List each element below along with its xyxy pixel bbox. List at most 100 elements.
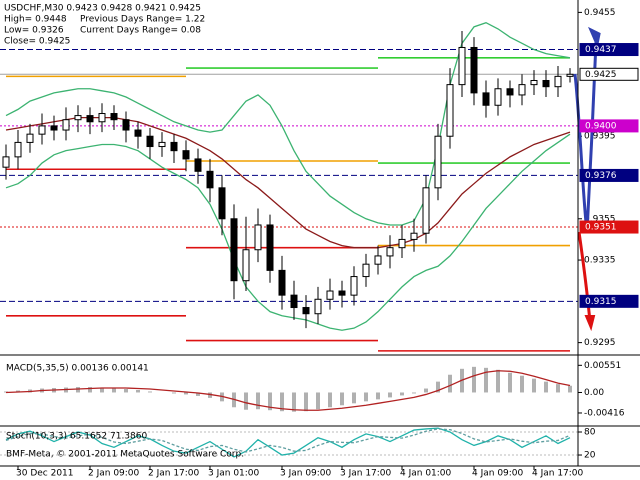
- candle-body: [386, 247, 394, 257]
- candle-body: [218, 187, 226, 220]
- y-tick-label: 0.9395: [584, 132, 616, 142]
- candle-body: [374, 255, 382, 265]
- y-tick-label: 0.9455: [584, 8, 616, 18]
- x-tick-label: 3 Jan 01:00: [208, 469, 260, 479]
- level-label: 0.9351: [585, 223, 617, 233]
- arrowhead: [584, 315, 596, 332]
- level-label-box: [579, 43, 639, 57]
- macd-bar: [412, 392, 416, 394]
- y-tick-label: 0.9295: [584, 338, 616, 348]
- macd-bar: [112, 388, 116, 393]
- candle-body: [110, 113, 118, 121]
- level-label: 0.9400: [585, 121, 617, 131]
- level-label-box: [579, 168, 639, 182]
- y-tick-label: 0.00551: [584, 361, 621, 371]
- candle-body: [398, 238, 406, 249]
- candle-body: [170, 141, 178, 152]
- stoch-main: [5, 427, 571, 458]
- y-tick-label: 20: [584, 451, 596, 461]
- macd-bar: [172, 392, 176, 394]
- candle-body: [446, 84, 454, 137]
- macd-bar: [352, 392, 356, 404]
- y-tick-label: 0.9355: [584, 214, 616, 224]
- level-label: 0.9437: [585, 45, 617, 55]
- x-tick-label: 3 Jan 17:00: [340, 469, 392, 479]
- candle-body: [362, 263, 370, 278]
- macd-bar: [124, 389, 128, 393]
- candle-body: [98, 113, 106, 123]
- candle-body: [302, 307, 310, 315]
- arrowhead: [588, 26, 601, 50]
- y-tick-label: 80: [584, 427, 596, 437]
- candle-body: [290, 294, 298, 309]
- macd-bar: [196, 392, 200, 396]
- candle-body: [194, 158, 202, 172]
- candle-body: [266, 224, 274, 271]
- macd-bar: [388, 392, 392, 398]
- candle-body: [326, 290, 334, 300]
- macd-bar: [376, 392, 380, 400]
- candle-body: [158, 141, 166, 148]
- x-tick-label: 3 Jan 09:00: [280, 469, 332, 479]
- y-tick-label: -0.00416: [584, 408, 625, 418]
- macd-bar: [448, 374, 452, 393]
- level-label: 0.9376: [585, 171, 617, 181]
- info-text: Current Days Range= 0.08: [80, 26, 201, 36]
- candle-body: [14, 141, 22, 158]
- candle-body: [554, 75, 562, 88]
- info-text: Previous Days Range= 1.22: [80, 15, 205, 25]
- macd-bar: [400, 392, 404, 396]
- macd-bar: [484, 367, 488, 393]
- candle-body: [50, 125, 58, 131]
- macd-bar: [304, 392, 308, 412]
- macd-bar: [148, 391, 152, 393]
- indicator-line: [5, 133, 571, 331]
- candle-body: [254, 224, 262, 251]
- macd-bar: [424, 388, 428, 393]
- stoch-title: Stoch(10,3,3) 65.1652 71.3860: [6, 432, 147, 442]
- macd-bar: [76, 387, 80, 393]
- candle-body: [242, 249, 250, 282]
- candle-body: [530, 79, 538, 86]
- macd-bar: [292, 392, 296, 412]
- candle-body: [86, 115, 94, 123]
- chart-title: USDCHF,M30 0.9423 0.9428 0.9421 0.9425: [4, 4, 201, 14]
- stoch-signal: [5, 428, 571, 453]
- macd-bar: [472, 366, 476, 393]
- plot-layer: 0.9455 0.9395 0.9355 0.9335 0.9295 0.00551 0.0…: [0, 8, 625, 461]
- candle-body: [470, 46, 478, 94]
- x-tick-label: 4 Jan 17:00: [532, 469, 584, 479]
- candle-body: [38, 125, 46, 135]
- macd-bar: [556, 384, 560, 393]
- candle-body: [494, 88, 502, 106]
- level-label-box: [579, 220, 639, 234]
- candle-body: [410, 232, 418, 240]
- macd-bar: [184, 392, 188, 395]
- candle-body: [62, 119, 70, 131]
- macd-bar: [244, 392, 248, 410]
- info-text: High= 0.9448: [4, 15, 67, 25]
- candle-body: [146, 135, 154, 148]
- candle-body: [506, 88, 514, 96]
- x-tick-label: 2 Jan 09:00: [88, 469, 140, 479]
- candle-body: [278, 269, 286, 296]
- forecast-down-arrow: [577, 231, 592, 323]
- candle-body: [518, 84, 526, 96]
- info-text: Close= 0.9425: [4, 37, 70, 47]
- macd-bar: [88, 387, 92, 393]
- macd-bar: [316, 392, 320, 410]
- indicator-line: [5, 21, 571, 226]
- macd-bar: [568, 385, 572, 393]
- macd-bar: [208, 392, 212, 398]
- copyright: BMF-Meta, © 2001-2011 MetaQuotes Softwar…: [6, 450, 244, 460]
- macd-bar: [520, 375, 524, 393]
- candle-body: [458, 46, 466, 86]
- macd-bar: [364, 392, 368, 402]
- x-tick-label: 2 Jan 17:00: [148, 469, 200, 479]
- candle-body: [26, 133, 34, 143]
- macd-bar: [136, 390, 140, 393]
- candle-body: [206, 170, 214, 189]
- candle-body: [314, 298, 322, 315]
- candle-body: [230, 218, 238, 282]
